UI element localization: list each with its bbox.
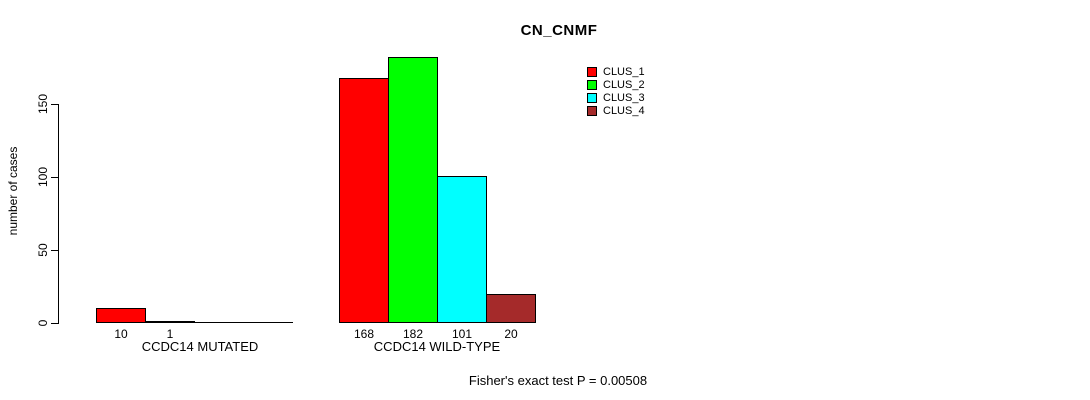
y-axis-title: number of cases bbox=[6, 146, 20, 236]
y-tick bbox=[51, 104, 58, 105]
legend-swatch-icon bbox=[587, 67, 597, 77]
legend-label: CLUS_3 bbox=[603, 92, 645, 104]
y-tick-label: 150 bbox=[36, 93, 50, 115]
y-tick bbox=[51, 250, 58, 251]
zero-bar bbox=[243, 322, 293, 323]
bar-CLUS_3 bbox=[437, 176, 487, 323]
bar-CLUS_1 bbox=[339, 78, 389, 323]
bar-value-label: 1 bbox=[166, 327, 174, 341]
bar-CLUS_4 bbox=[486, 294, 536, 323]
y-axis-line bbox=[58, 104, 59, 324]
bar-value-label: 20 bbox=[504, 327, 518, 341]
legend-label: CLUS_2 bbox=[603, 79, 645, 91]
y-tick-label: 100 bbox=[36, 166, 50, 188]
x-group-label: CCDC14 WILD-TYPE bbox=[373, 339, 501, 354]
bar-CLUS_1 bbox=[96, 308, 146, 323]
bar-CLUS_2 bbox=[388, 57, 438, 323]
legend-swatch-icon bbox=[587, 93, 597, 103]
bar-value-label: 101 bbox=[451, 327, 473, 341]
bar-value-label: 168 bbox=[353, 327, 375, 341]
bar-CLUS_2 bbox=[145, 321, 195, 323]
legend-swatch-icon bbox=[587, 106, 597, 116]
y-tick-label: 50 bbox=[36, 243, 50, 257]
legend-label: CLUS_1 bbox=[603, 66, 645, 78]
zero-bar bbox=[194, 322, 244, 323]
y-tick-label: 0 bbox=[36, 319, 50, 327]
x-group-label: CCDC14 MUTATED bbox=[141, 339, 259, 354]
y-tick bbox=[51, 323, 58, 324]
legend-label: CLUS_4 bbox=[603, 105, 645, 117]
bar-value-label: 10 bbox=[114, 327, 128, 341]
bar-value-label: 182 bbox=[402, 327, 424, 341]
fisher-test-annotation: Fisher's exact test P = 0.00508 bbox=[468, 373, 648, 388]
chart-title: CN_CNMF bbox=[520, 22, 598, 39]
legend-swatch-icon bbox=[587, 80, 597, 90]
y-tick bbox=[51, 177, 58, 178]
